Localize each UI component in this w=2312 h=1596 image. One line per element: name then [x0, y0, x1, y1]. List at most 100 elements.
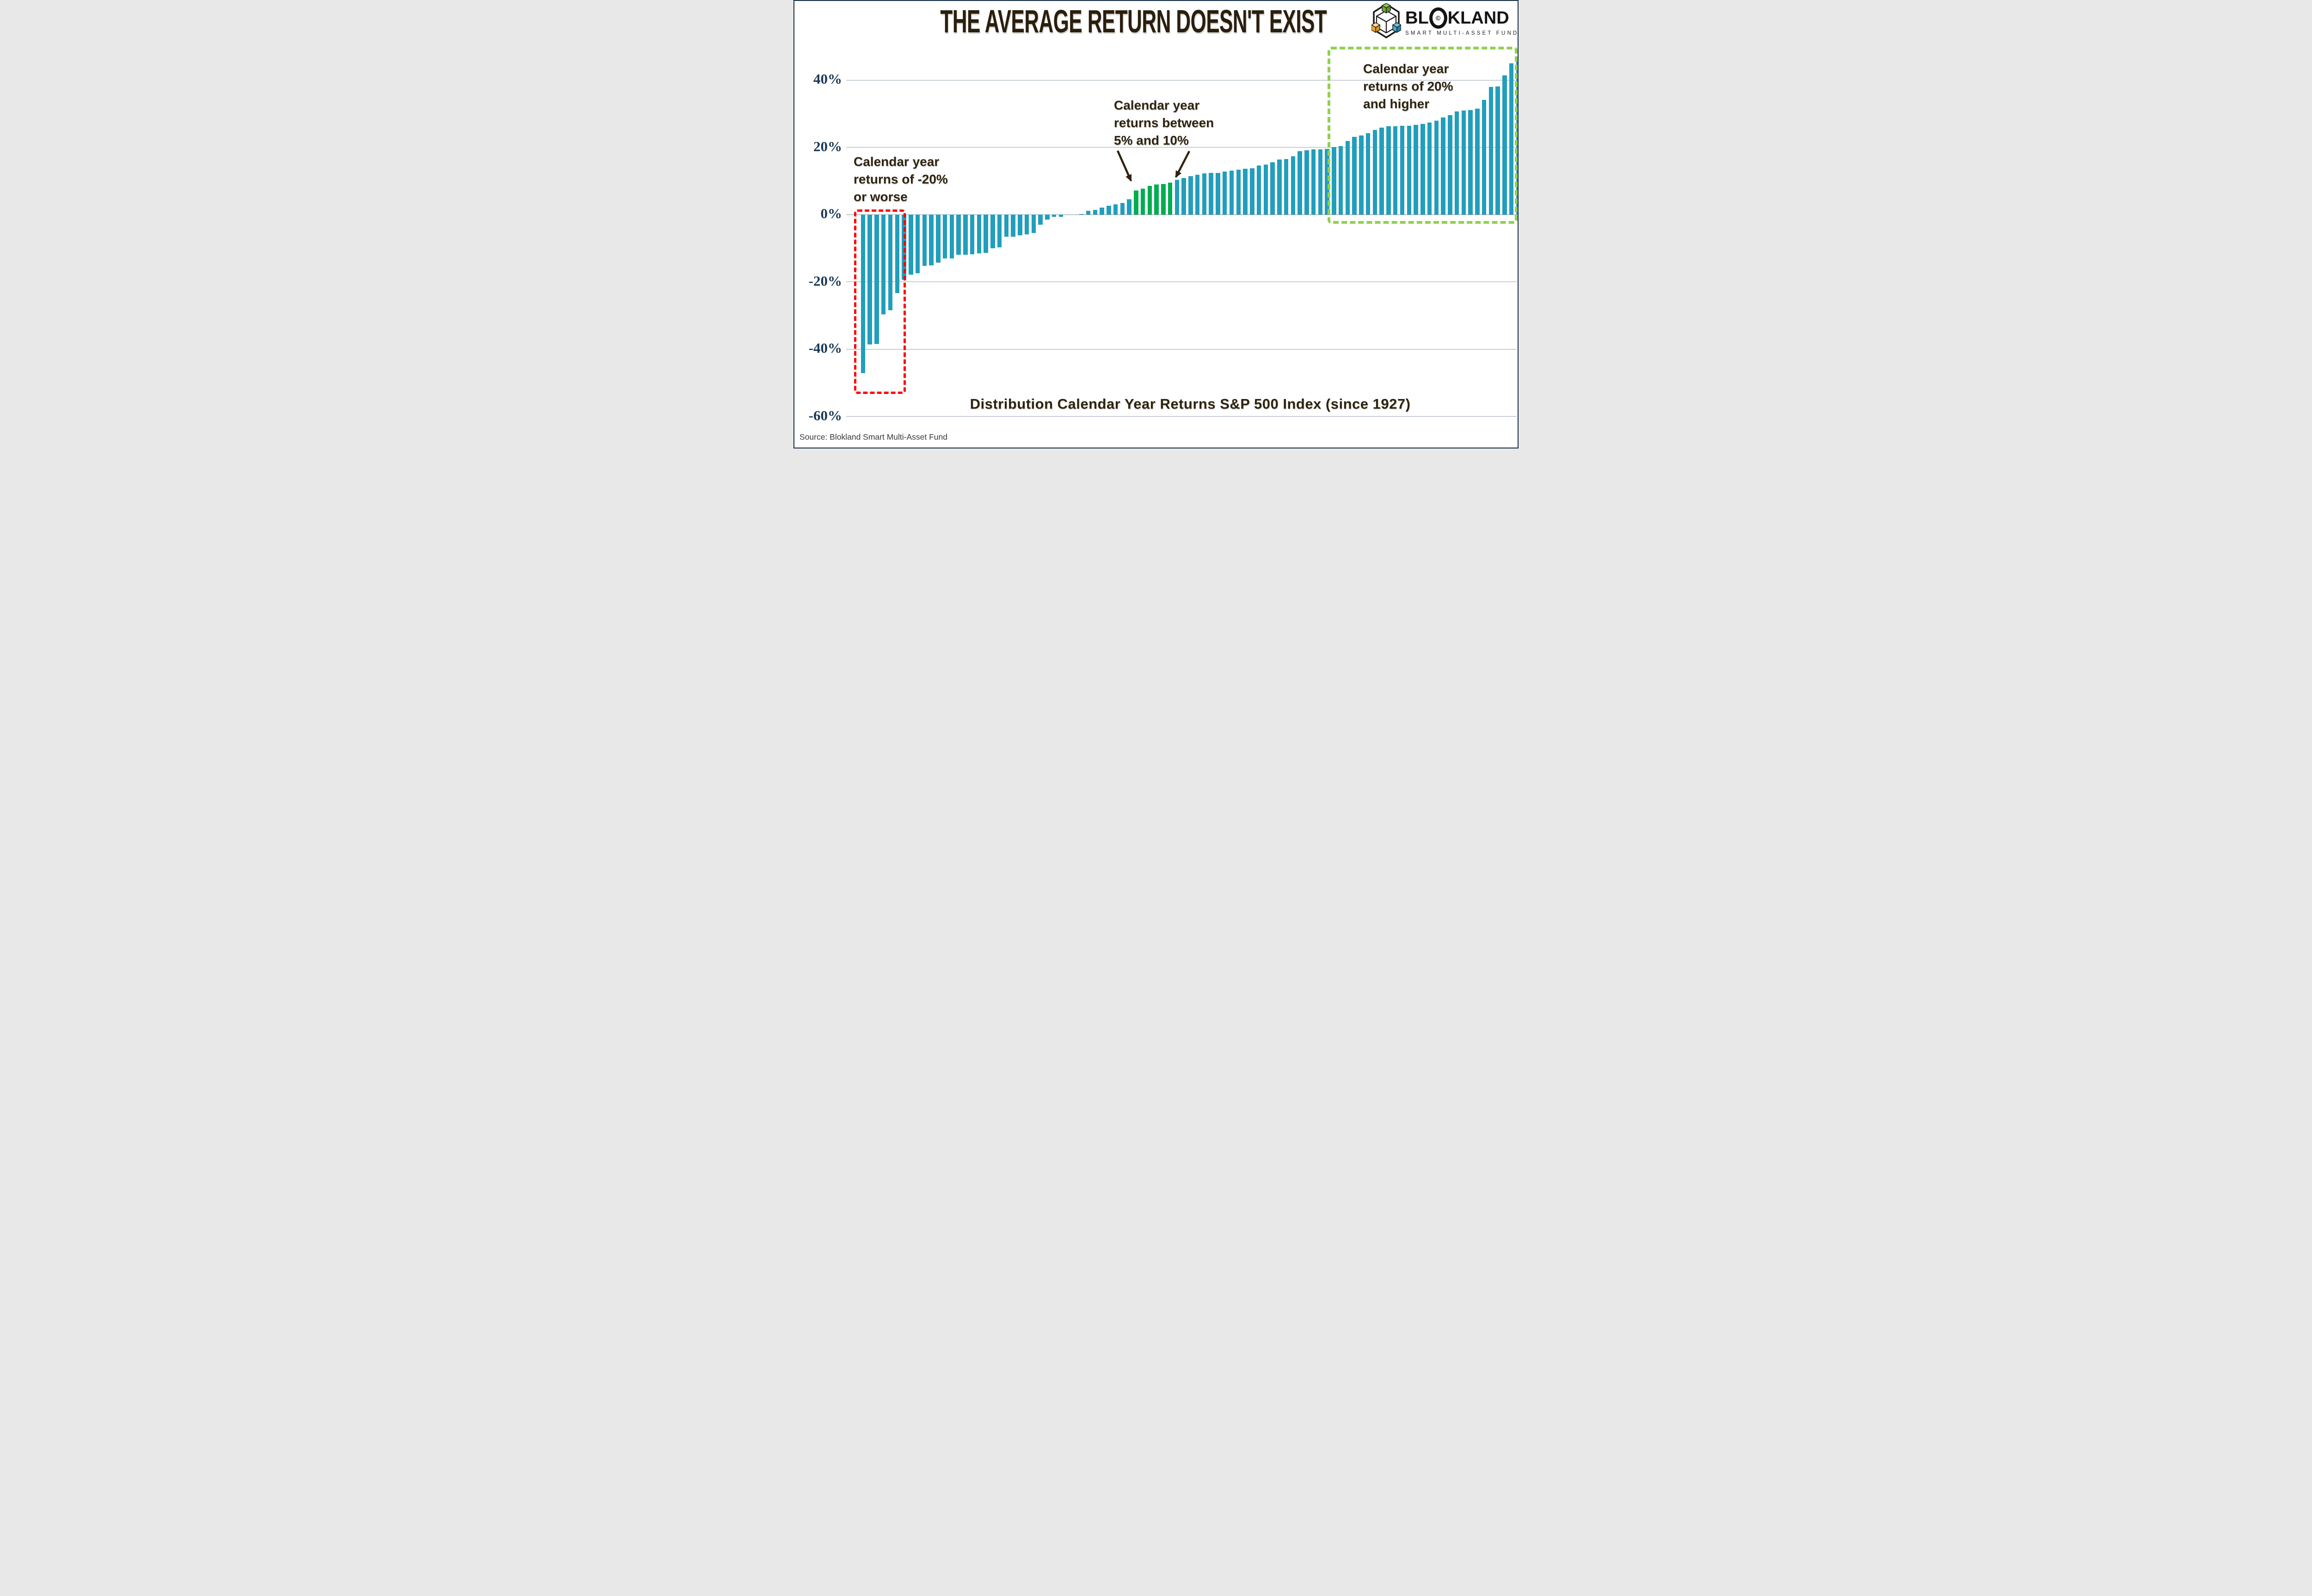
bar-70-value-20.1	[1332, 147, 1336, 215]
bar-80-value-26.4	[1400, 125, 1405, 215]
bar-57-value-13.6	[1243, 169, 1248, 215]
bar-58-value-13.8	[1250, 168, 1254, 215]
logo-text: BL © KLAND SMART MULTI-ASSET FUND	[1405, 3, 1518, 36]
bar-79-value-26.3	[1393, 126, 1398, 215]
bar-23-value--6.6	[1011, 215, 1015, 237]
y-axis-label-20%: 20%	[813, 138, 842, 154]
bar-53-value-12.4	[1216, 172, 1220, 215]
bar-52-value-12.4	[1209, 172, 1213, 215]
bar-19-value--11.4	[984, 215, 988, 253]
green-highlight-box	[1328, 47, 1518, 224]
bar-44-value-9	[1154, 184, 1159, 215]
page-title-wrap: THE AVERAGE RETURN DOESN'T EXIST	[794, 3, 1472, 40]
bar-89-value-30.9	[1461, 110, 1466, 215]
bar-9-value--17.4	[915, 215, 920, 273]
bar-54-value-12.8	[1222, 171, 1227, 215]
gridline--60%	[846, 416, 1517, 417]
logo-brand-bl: BL	[1405, 8, 1429, 28]
annotation-negative-returns: Calendar year returns of -20% or worse	[854, 154, 948, 204]
bar-24-value--6.2	[1018, 215, 1022, 236]
bar-73-value-23.1	[1352, 136, 1357, 215]
bar-59-value-14.6	[1256, 165, 1261, 215]
bar-30-value--0.7	[1058, 215, 1064, 217]
arrow-left-icon	[1116, 150, 1132, 182]
bar-20-value--10.1	[990, 215, 995, 249]
bar-74-value-23.5	[1359, 135, 1364, 215]
bar-82-value-26.7	[1414, 124, 1418, 215]
bar-6-value--23.4	[895, 215, 899, 294]
arrow-right-icon	[1175, 150, 1190, 178]
bar-40-value-4.5	[1127, 199, 1131, 215]
bar-90-value-31	[1468, 110, 1473, 215]
bar-77-value-25.8	[1379, 128, 1384, 215]
bar-86-value-28.9	[1441, 117, 1445, 215]
bar-62-value-16.3	[1277, 160, 1282, 215]
bar-1-value--47.1	[861, 215, 866, 373]
logo-copyright-o-icon: ©	[1429, 7, 1447, 29]
blue-cube	[1392, 22, 1402, 33]
bar-63-value-16.5	[1284, 159, 1289, 215]
bar-61-value-15.6	[1270, 162, 1275, 215]
annotation-high-returns: Calendar year returns of 20% and higher	[1363, 61, 1453, 111]
bar-27-value--3	[1038, 215, 1043, 225]
bar-75-value-24.2	[1365, 133, 1371, 215]
bar-83-value-26.9	[1420, 124, 1425, 215]
bar-8-value--17.9	[909, 215, 913, 275]
bar-66-value-19.1	[1304, 150, 1309, 215]
bar-96-value-45	[1509, 63, 1514, 215]
bar-12-value--14.3	[936, 215, 941, 263]
bar-33-value-0.1	[1079, 214, 1084, 215]
bar-67-value-19.4	[1311, 149, 1316, 215]
bar-28-value--1.5	[1045, 215, 1050, 220]
bar-25-value--5.9	[1024, 215, 1029, 234]
bar-36-value-2	[1100, 208, 1104, 215]
y-axis-label--60%: -60%	[808, 407, 842, 424]
bar-68-value-19.4	[1318, 149, 1323, 215]
bar-18-value--11.5	[977, 215, 982, 253]
bar-71-value-20.3	[1338, 146, 1343, 215]
bar-4-value--29.7	[881, 215, 886, 315]
bar-43-value-8.5	[1147, 186, 1152, 215]
bar-64-value-17.3	[1291, 156, 1296, 215]
bar-69-value-19.5	[1325, 149, 1329, 215]
bar-60-value-14.8	[1263, 165, 1268, 215]
gridline--40%	[846, 349, 1517, 350]
bar-39-value-3.5	[1120, 203, 1125, 215]
bar-95-value-41.4	[1502, 75, 1507, 215]
bar-16-value--11.9	[963, 215, 968, 255]
bar-14-value--13	[949, 215, 954, 258]
bar-45-value-9.1	[1161, 184, 1166, 215]
bar-48-value-10.8	[1181, 178, 1186, 215]
bar-47-value-10.3	[1174, 180, 1180, 215]
logo-brand: BL © KLAND	[1405, 7, 1518, 29]
bar-22-value--6.6	[1004, 215, 1009, 237]
bar-42-value-7.7	[1140, 188, 1145, 215]
blokland-logo-icon	[1371, 3, 1402, 41]
bar-92-value-34.1	[1482, 99, 1487, 215]
bar-10-value--15.3	[922, 215, 927, 266]
bar-15-value--11.9	[956, 215, 961, 255]
bar-35-value-1.4	[1093, 209, 1098, 215]
bar-26-value--5.5	[1031, 215, 1036, 233]
bar-29-value--0.7	[1051, 215, 1057, 217]
bar-34-value-1.1	[1086, 210, 1091, 215]
red-highlight-box	[854, 209, 906, 394]
bar-78-value-26.3	[1386, 126, 1391, 215]
bar-21-value--9.7	[997, 215, 1002, 247]
bar-2-value--38.6	[867, 215, 872, 344]
bar-94-value-38.1	[1495, 86, 1500, 215]
y-axis-label--40%: -40%	[808, 340, 842, 356]
bar-91-value-31.5	[1475, 108, 1480, 215]
bar-13-value--13.1	[942, 215, 947, 259]
y-axis-label--20%: -20%	[808, 272, 842, 289]
amber-cube	[1371, 22, 1381, 33]
bar-84-value-27.3	[1427, 123, 1432, 215]
bar-81-value-26.4	[1407, 125, 1411, 215]
bar-55-value-13	[1229, 171, 1234, 215]
annotation-mid-returns: Calendar year returns between 5% and 10%	[1114, 98, 1214, 147]
bar-11-value--15.1	[929, 215, 934, 265]
blokland-logo: BL © KLAND SMART MULTI-ASSET FUND	[1371, 3, 1518, 38]
slide: THE AVERAGE RETURN DOESN'T EXIST	[793, 0, 1519, 448]
bar-72-value-21.8	[1345, 141, 1350, 215]
bar-93-value-37.9	[1488, 87, 1494, 215]
